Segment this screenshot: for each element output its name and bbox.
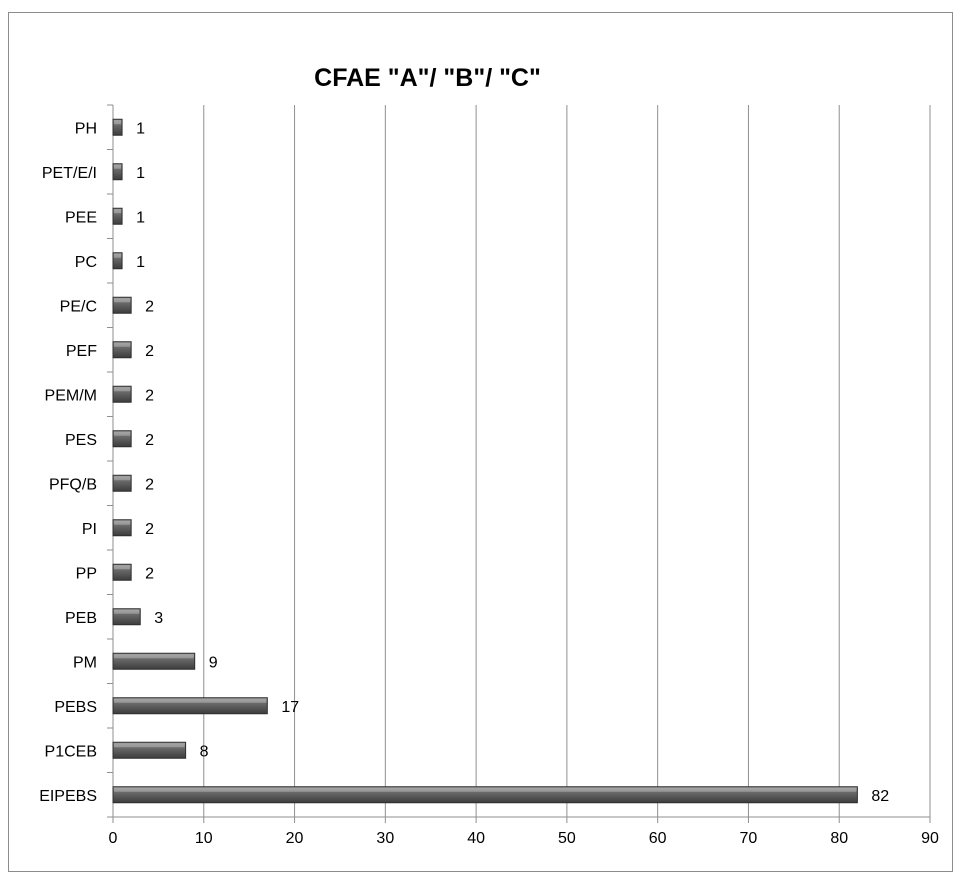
bar-highlight: [114, 698, 267, 703]
data-label: 2: [145, 476, 154, 493]
x-tick-label: 70: [740, 830, 758, 847]
bar-highlight: [114, 342, 131, 347]
data-label: 1: [136, 120, 145, 137]
data-label: 82: [871, 788, 889, 805]
data-label: 2: [145, 432, 154, 449]
data-label: 1: [136, 165, 145, 182]
data-label: 2: [145, 343, 154, 360]
x-tick-label: 90: [921, 830, 939, 847]
axes: [107, 104, 931, 823]
gridlines: [203, 105, 931, 817]
bar-highlight: [114, 253, 122, 258]
bar-highlight: [114, 164, 122, 169]
bar-highlight: [114, 387, 131, 392]
data-label: 8: [200, 743, 209, 760]
bar: [112, 207, 123, 225]
bar-highlight: [114, 520, 131, 525]
bar-highlight: [114, 609, 140, 614]
x-tick-label: 80: [830, 830, 848, 847]
bar-highlight: [114, 476, 131, 481]
x-tick-label: 40: [467, 830, 485, 847]
category-label: PFQ/B: [49, 476, 97, 493]
bar-highlight: [114, 120, 122, 125]
x-tick-label: 30: [376, 830, 394, 847]
x-tick-label: 60: [649, 830, 667, 847]
chart-title: CFAE "A"/ "B"/ "C": [314, 64, 541, 92]
bar-highlight: [114, 431, 131, 436]
bar-highlight: [114, 298, 131, 303]
data-label: 1: [136, 254, 145, 271]
category-label: PM: [73, 654, 97, 671]
bar: [112, 118, 123, 136]
category-label: P1CEB: [45, 743, 97, 760]
data-label: 1: [136, 209, 145, 226]
labels: 0 10 20 30 40 50 60 70 80 90 EIPEBS 82 P1CEB 8 PEBS 17 P…: [39, 120, 939, 847]
x-tick-label: 0: [109, 830, 118, 847]
x-tick-label: 10: [195, 830, 213, 847]
bar-highlight: [114, 654, 194, 659]
bar-highlight: [114, 787, 857, 792]
x-tick-label: 20: [286, 830, 304, 847]
bar-highlight: [114, 743, 185, 748]
category-label: PEF: [66, 343, 97, 360]
chart-frame: [8, 12, 953, 872]
data-label: 9: [209, 654, 218, 671]
category-label: PE/C: [60, 298, 97, 315]
bars: [112, 118, 858, 804]
category-label: EIPEBS: [39, 788, 97, 805]
bar-highlight: [114, 565, 131, 570]
category-label: PES: [65, 432, 97, 449]
data-label: 17: [281, 699, 299, 716]
bar: [112, 252, 123, 270]
category-label: PEBS: [54, 699, 97, 716]
data-label: 2: [145, 565, 154, 582]
bar-highlight: [114, 209, 122, 214]
category-label: PET/E/I: [42, 165, 97, 182]
category-label: PH: [75, 120, 97, 137]
x-tick-label: 50: [558, 830, 576, 847]
category-label: PC: [75, 254, 97, 271]
category-label: PEB: [65, 610, 97, 627]
category-label: PEE: [65, 209, 97, 226]
data-label: 2: [145, 521, 154, 538]
category-label: PP: [76, 565, 97, 582]
bar: [112, 163, 123, 181]
data-label: 2: [145, 387, 154, 404]
data-label: 3: [154, 610, 163, 627]
category-label: PI: [82, 521, 97, 538]
data-label: 2: [145, 298, 154, 315]
category-label: PEM/M: [45, 387, 97, 404]
